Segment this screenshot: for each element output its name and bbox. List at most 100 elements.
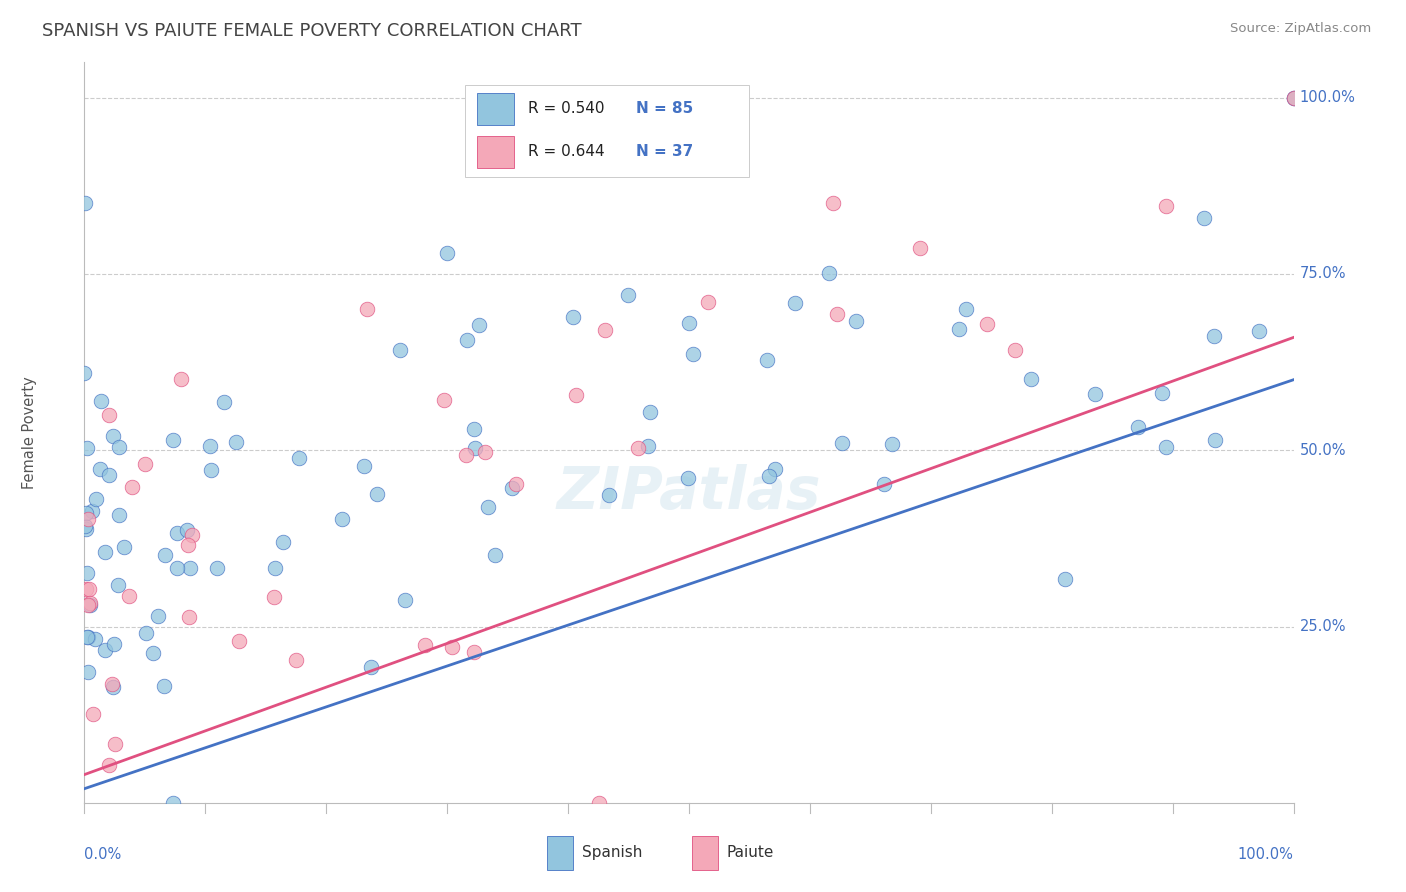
Point — [77, 582, 100, 597]
Point — [682, 347, 704, 361]
Point — [696, 295, 718, 310]
Point — [1204, 434, 1226, 448]
Point — [103, 429, 125, 443]
Point — [948, 321, 970, 335]
Point — [501, 481, 523, 495]
Point — [135, 625, 157, 640]
Point — [228, 634, 250, 648]
Point — [75, 582, 97, 597]
Point — [98, 758, 121, 772]
Point — [468, 318, 491, 332]
Text: Female Poverty: Female Poverty — [22, 376, 38, 489]
Point — [1054, 572, 1077, 586]
Point — [166, 525, 188, 540]
Point — [121, 480, 143, 494]
Point — [82, 707, 104, 722]
Point — [873, 477, 896, 491]
Point — [170, 372, 193, 386]
Point — [388, 343, 411, 358]
Point — [93, 643, 115, 657]
Point — [758, 469, 780, 483]
Point — [1154, 199, 1177, 213]
Text: 100.0%: 100.0% — [1299, 90, 1355, 105]
Point — [73, 196, 96, 211]
Point — [153, 679, 176, 693]
Point — [783, 296, 806, 310]
Point — [148, 609, 170, 624]
Text: ZIPatlas: ZIPatlas — [557, 464, 821, 521]
Point — [84, 492, 107, 507]
Point — [441, 640, 464, 654]
Point — [1150, 386, 1173, 401]
Point — [1204, 329, 1226, 343]
Point — [1004, 343, 1026, 357]
Point — [413, 638, 436, 652]
Point — [474, 444, 496, 458]
Point — [90, 394, 112, 409]
Point — [118, 589, 141, 603]
Point — [212, 395, 235, 409]
Point — [76, 441, 98, 455]
Point — [101, 681, 124, 695]
Point — [505, 477, 527, 491]
Point — [432, 393, 454, 408]
Point — [263, 590, 285, 604]
Text: 0.0%: 0.0% — [84, 847, 121, 863]
Point — [77, 665, 100, 679]
Point — [264, 561, 287, 575]
Text: 100.0%: 100.0% — [1237, 847, 1294, 863]
Point — [112, 540, 135, 554]
Point — [676, 470, 699, 484]
Point — [1282, 91, 1305, 105]
Point — [76, 631, 98, 645]
Point — [79, 596, 101, 610]
Point — [831, 435, 853, 450]
Point — [598, 487, 620, 501]
Point — [180, 528, 202, 542]
Point — [75, 506, 97, 520]
Point — [1019, 371, 1042, 385]
Point — [93, 545, 115, 559]
Point — [162, 796, 184, 810]
Point — [562, 310, 585, 325]
Point — [77, 630, 100, 644]
Point — [823, 196, 845, 211]
Point — [166, 560, 188, 574]
Point — [104, 738, 127, 752]
Point — [142, 646, 165, 660]
Point — [565, 388, 588, 402]
Point — [588, 796, 610, 810]
Point — [1247, 324, 1270, 338]
Text: Source: ZipAtlas.com: Source: ZipAtlas.com — [1230, 22, 1371, 36]
Point — [454, 448, 477, 462]
Point — [162, 433, 184, 447]
Point — [484, 548, 506, 562]
Point — [763, 462, 786, 476]
Point — [463, 422, 485, 436]
Point — [176, 537, 198, 551]
Point — [845, 314, 868, 328]
Point — [955, 302, 977, 317]
Point — [89, 462, 111, 476]
Point — [285, 652, 308, 666]
Point — [366, 486, 388, 500]
Point — [818, 266, 841, 280]
Text: 75.0%: 75.0% — [1299, 267, 1346, 282]
Point — [179, 610, 201, 624]
Point — [1128, 420, 1150, 434]
Point — [75, 523, 97, 537]
Point — [1282, 91, 1305, 105]
Point — [225, 435, 247, 450]
Point — [330, 511, 353, 525]
Point — [97, 408, 120, 422]
Point — [463, 645, 485, 659]
Point — [77, 598, 100, 612]
Point — [456, 333, 478, 347]
Point — [638, 405, 661, 419]
Point — [179, 561, 201, 575]
Point — [205, 560, 228, 574]
Point — [825, 307, 848, 321]
Point — [76, 512, 98, 526]
Point — [593, 323, 616, 337]
Point — [617, 288, 640, 302]
